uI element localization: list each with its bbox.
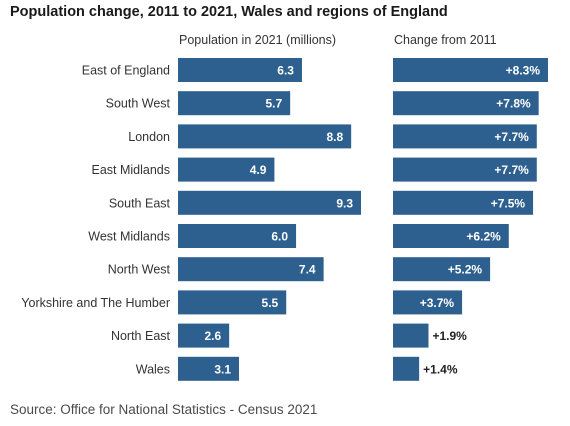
change-value-label: +8.3% bbox=[506, 64, 541, 78]
category-label: East of England bbox=[82, 64, 170, 78]
change-bar bbox=[393, 58, 548, 82]
change-value-label: +5.2% bbox=[448, 263, 483, 277]
population-bar bbox=[178, 157, 275, 182]
population-value-label: 5.7 bbox=[265, 97, 282, 111]
category-label: Yorkshire and The Humber bbox=[21, 296, 170, 310]
category-label: Wales bbox=[136, 362, 170, 376]
population-value-label: 5.5 bbox=[262, 296, 279, 310]
category-label: North East bbox=[111, 329, 171, 343]
change-bar bbox=[393, 224, 509, 248]
category-label: West Midlands bbox=[88, 230, 170, 244]
change-value-label: +7.7% bbox=[494, 163, 529, 177]
category-label: North West bbox=[108, 263, 171, 277]
population-value-label: 8.8 bbox=[326, 130, 343, 144]
change-value-label: +6.2% bbox=[466, 230, 501, 244]
population-bar bbox=[178, 323, 230, 348]
category-label: London bbox=[128, 130, 170, 144]
population-bar bbox=[178, 190, 361, 215]
change-bar bbox=[393, 257, 491, 282]
change-bar bbox=[393, 124, 537, 149]
change-value-label: +3.7% bbox=[420, 296, 455, 310]
population-bar bbox=[178, 124, 352, 149]
change-value-label: +7.5% bbox=[491, 196, 526, 210]
population-value-label: 9.3 bbox=[336, 196, 353, 210]
population-value-label: 6.0 bbox=[271, 230, 288, 244]
population-value-label: 4.9 bbox=[250, 163, 267, 177]
population-value-label: 2.6 bbox=[204, 329, 221, 343]
population-bar bbox=[178, 356, 239, 381]
change-bar bbox=[393, 323, 429, 348]
population-bar bbox=[178, 224, 297, 248]
chart-title: Population change, 2011 to 2021, Wales a… bbox=[10, 4, 448, 20]
population-bar bbox=[178, 290, 287, 315]
change-bar bbox=[393, 290, 463, 315]
source-note: Source: Office for National Statistics -… bbox=[10, 402, 318, 417]
change-bar bbox=[393, 157, 537, 182]
change-bar bbox=[393, 190, 534, 215]
population-value-label: 6.3 bbox=[277, 64, 294, 78]
chart-svg: East of England South West London East Midl… bbox=[21, 33, 548, 381]
category-label: East Midlands bbox=[91, 163, 170, 177]
change-value-label: +7.7% bbox=[494, 130, 529, 144]
change-value-label: +1.4% bbox=[423, 362, 458, 376]
change-value-label: +1.9% bbox=[432, 329, 467, 343]
change-value-label: +7.8% bbox=[496, 97, 531, 111]
category-label: South East bbox=[109, 196, 171, 210]
change-bar bbox=[393, 91, 539, 116]
change-bar bbox=[393, 356, 420, 381]
panel-title-change: Change from 2011 bbox=[394, 33, 497, 47]
category-label: South West bbox=[106, 97, 171, 111]
population-bar bbox=[178, 257, 324, 282]
population-value-label: 7.4 bbox=[299, 263, 316, 277]
population-value-label: 3.1 bbox=[214, 362, 231, 376]
population-bar bbox=[178, 91, 291, 116]
panel-title-population: Population in 2021 (millions) bbox=[179, 33, 336, 47]
population-bar bbox=[178, 58, 302, 82]
